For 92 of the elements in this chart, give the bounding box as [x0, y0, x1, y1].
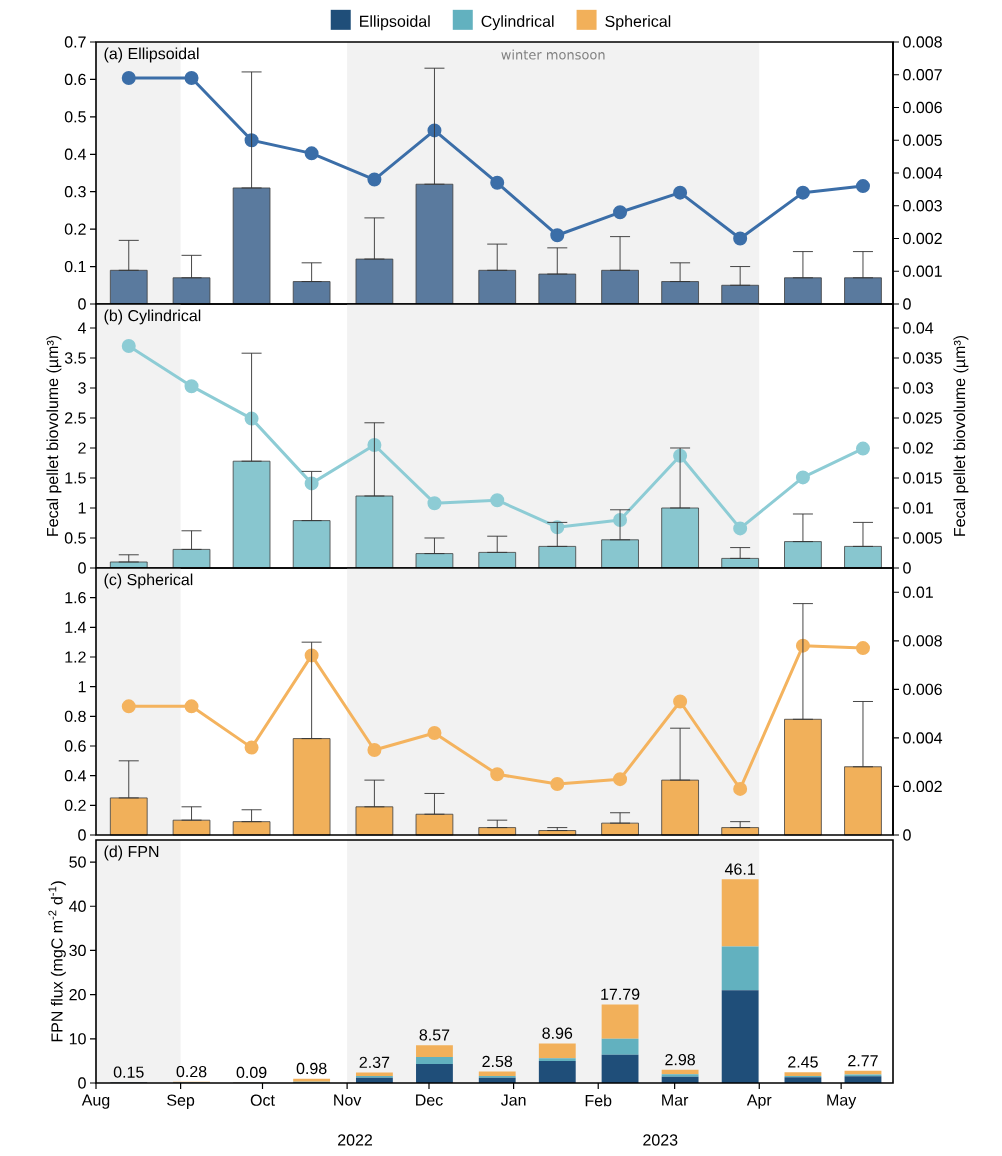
y-tick-label: 0: [78, 298, 86, 310]
total-label: 2.98: [665, 1053, 695, 1066]
total-label: 46.1: [724, 863, 755, 875]
y-tick-label: 1.4: [65, 621, 86, 633]
x-tick-label: Jan: [500, 1094, 526, 1106]
y2-tick-label: 0.006: [903, 101, 942, 114]
y2-tick-label: 0.04: [903, 322, 934, 334]
y-tick-label: 2.5: [65, 412, 86, 424]
y2-tick-label: 0.015: [903, 472, 942, 484]
y-tick-label: 0: [78, 1077, 86, 1089]
x-tick-label: Aug: [81, 1094, 110, 1109]
y2-tick-label: 0.001: [903, 265, 942, 277]
chart-title: (d) FPN: [104, 845, 159, 861]
y2-axis-title: Fecal pellet biovolume (µm³): [953, 335, 969, 536]
y-tick-label: 0.8: [64, 710, 86, 722]
y-tick-label: 1.2: [65, 651, 86, 663]
total-label: 2.77: [848, 1055, 878, 1067]
x-tick-label: May: [827, 1094, 857, 1109]
y-tick-label: 30: [69, 944, 86, 957]
y-tick-label: 4: [77, 322, 86, 334]
y-tick-label: 0.2: [64, 799, 86, 811]
x-tick-label: Mar: [662, 1094, 689, 1106]
y-tick-label: 0: [78, 829, 86, 841]
y-tick-label: 2: [78, 442, 86, 454]
total-label: 0.98: [296, 1062, 327, 1075]
legend-label: Ellipsoidal: [360, 15, 430, 31]
y-tick-label: 40: [69, 900, 86, 912]
y-tick-label: 0.2: [64, 223, 86, 235]
y2-tick-label: 0.01: [903, 502, 933, 514]
band-label: winter monsoon: [501, 49, 605, 60]
y-tick-label: 10: [69, 1033, 86, 1045]
y2-tick-label: 0.02: [903, 442, 933, 454]
legend-label: Spherical: [605, 15, 671, 31]
legend-label: Cylindrical: [481, 15, 554, 31]
y2-tick-label: 0.002: [903, 780, 942, 793]
y2-tick-label: 0.03: [903, 382, 933, 394]
y-tick-label: 0.6: [64, 740, 86, 752]
total-label: 2.45: [788, 1056, 818, 1068]
y2-tick-label: 0: [903, 562, 911, 574]
y-tick-label: 0: [78, 562, 86, 574]
y2-tick-label: 0.006: [903, 683, 942, 696]
chart-title: (a) Ellipsoidal: [104, 47, 199, 63]
y-tick-label: 0.3: [64, 186, 86, 198]
total-label: 0.15: [113, 1066, 144, 1078]
y-tick-label: 3: [78, 382, 86, 394]
x-tick-label: Sep: [167, 1094, 195, 1110]
chart-title: (b) Cylindrical: [104, 309, 201, 325]
y2-tick-label: 0.035: [903, 352, 942, 364]
x-tick-label: Feb: [585, 1094, 612, 1107]
y-tick-label: 0.5: [64, 532, 86, 544]
y2-tick-label: 0.005: [903, 532, 942, 544]
total-label: 0.09: [236, 1066, 267, 1079]
total-label: 8.57: [419, 1029, 450, 1041]
y-tick-label: 0.6: [64, 73, 86, 86]
y-tick-label: 0.7: [64, 36, 86, 48]
x-tick-label: Dec: [416, 1094, 443, 1106]
y2-tick-label: 0: [903, 829, 911, 841]
y2-tick-label: 0.004: [903, 732, 943, 744]
total-label: 2.58: [482, 1055, 513, 1068]
total-label: 0.28: [176, 1065, 207, 1078]
y-tick-label: 1.6: [65, 592, 86, 604]
text: 2023: [643, 1134, 678, 1146]
x-tick-label: Nov: [334, 1094, 362, 1106]
y2-tick-label: 0.004: [903, 167, 943, 179]
total-label: 8.96: [542, 1027, 573, 1039]
y-tick-label: 0.4: [64, 148, 86, 160]
y2-tick-label: 0.01: [903, 586, 933, 598]
y2-tick-label: 0.008: [903, 635, 942, 647]
y-tick-label: 1: [78, 681, 86, 693]
y2-tick-label: 0: [903, 298, 911, 310]
y2-tick-label: 0.007: [903, 69, 942, 81]
y2-tick-label: 0.025: [903, 412, 942, 424]
y2-tick-label: 0.008: [903, 36, 942, 48]
y-axis-title: Fecal pellet biovolume (µm³): [46, 335, 62, 536]
y-tick-label: 0.1: [64, 260, 86, 273]
y-tick-label: 1: [78, 502, 86, 514]
y2-tick-label: 0.005: [903, 134, 942, 146]
x-tick-label: Oct: [250, 1094, 275, 1106]
y-tick-label: 3.5: [64, 352, 86, 364]
y-tick-label: 0.4: [64, 770, 86, 782]
y-tick-label: 0.5: [64, 111, 86, 123]
y2-tick-label: 0.003: [903, 200, 942, 212]
y-tick-label: 20: [69, 988, 86, 1001]
total-label: 2.37: [359, 1056, 390, 1068]
chart-title: (c) Spherical: [104, 573, 193, 589]
y-tick-label: 1.5: [65, 472, 86, 484]
total-label: 17.79: [601, 988, 640, 1000]
y-axis-title: FPN flux (mgC m$^{-2}$ d$^{-1}$): [48, 881, 66, 1042]
x-tick-label: Apr: [746, 1094, 772, 1109]
y2-tick-label: 0.002: [903, 232, 942, 245]
y-tick-label: 50: [69, 856, 86, 868]
text: 2022: [338, 1134, 373, 1146]
